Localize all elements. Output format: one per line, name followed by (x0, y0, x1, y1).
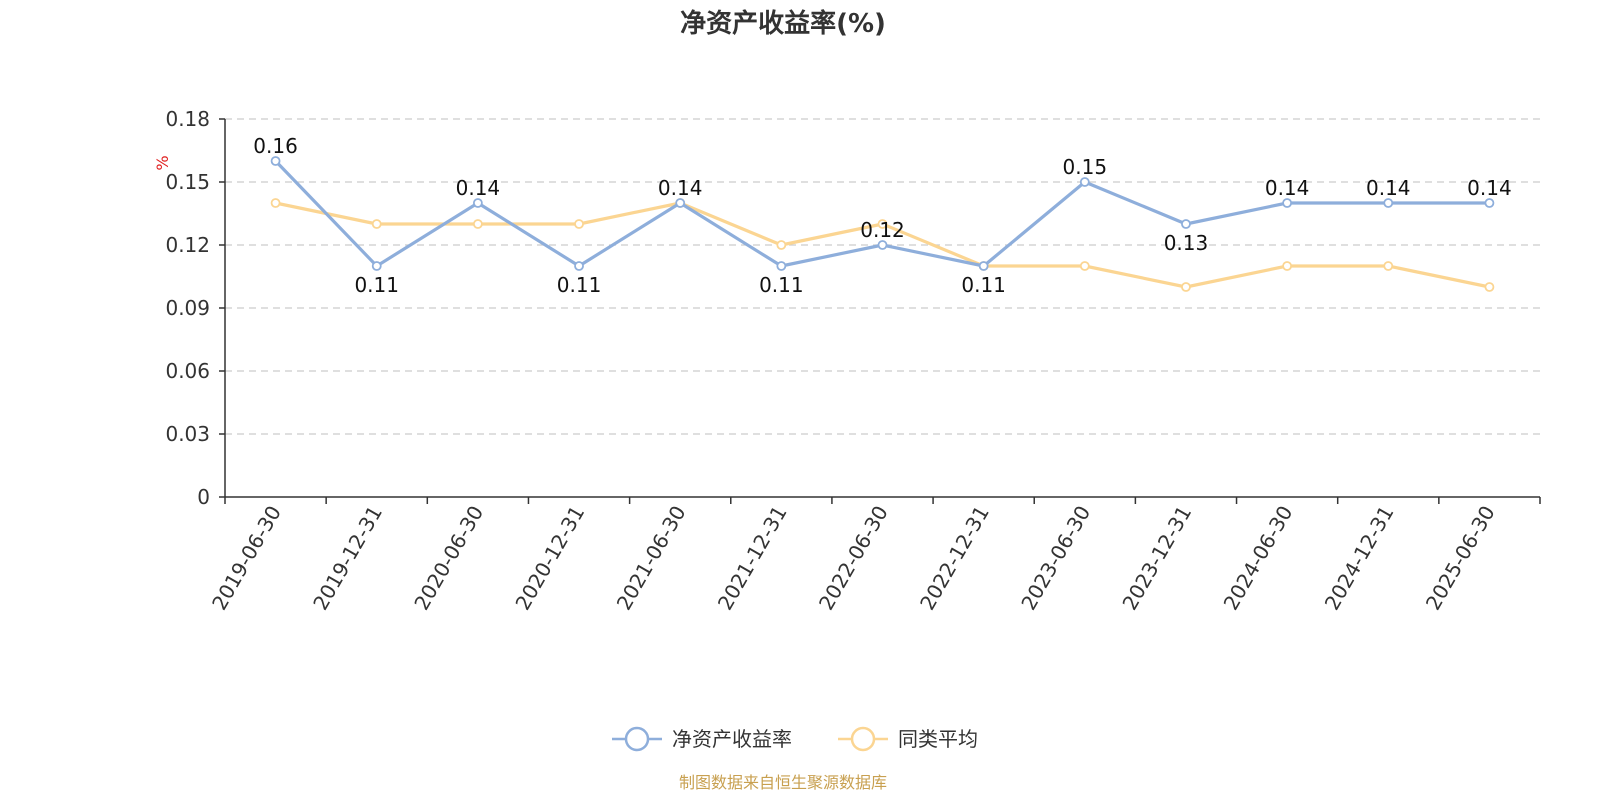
data-point[interactable] (574, 261, 584, 271)
data-point[interactable] (776, 261, 787, 271)
data-label: 0.11 (557, 273, 602, 297)
y-tick-label: 0.03 (165, 422, 210, 446)
legend-circle-marker (624, 726, 650, 752)
data-point[interactable] (1181, 219, 1191, 229)
data-label: 0.11 (354, 273, 399, 297)
x-tick-label: 2019-12-31 (308, 502, 387, 615)
x-tick-label: 2020-06-30 (409, 502, 488, 615)
x-tick-label: 2021-06-30 (612, 502, 691, 615)
x-tick-label: 2022-06-30 (814, 502, 893, 615)
x-tick-label: 2020-12-31 (510, 502, 589, 615)
data-point[interactable] (675, 198, 686, 208)
x-tick-label: 2025-06-30 (1421, 502, 1500, 615)
legend-item[interactable]: 净资产收益率 (612, 726, 792, 752)
data-point[interactable] (877, 240, 888, 250)
data-point[interactable] (1282, 261, 1293, 271)
y-tick-label: 0.09 (165, 296, 210, 320)
x-tick-label: 2023-12-31 (1117, 502, 1196, 615)
data-label: 0.15 (1063, 155, 1108, 179)
series-lines (270, 156, 1495, 292)
data-label: 0.13 (1164, 231, 1209, 255)
chart-title: 净资产收益率(%) (680, 8, 886, 39)
data-point[interactable] (1484, 198, 1495, 208)
x-tick-label: 2021-12-31 (713, 502, 792, 615)
y-tick-label: 0 (197, 485, 210, 509)
y-tick-label: 0.15 (165, 170, 210, 194)
legend-item[interactable]: 同类平均 (838, 726, 978, 752)
data-point[interactable] (270, 156, 281, 166)
data-label: 0.14 (658, 176, 703, 200)
y-axis-unit-label: % (153, 155, 172, 170)
data-label: 0.14 (1467, 176, 1512, 200)
data-label: 0.11 (961, 273, 1006, 297)
y-tick-label: 0.06 (165, 359, 210, 383)
legend: 净资产收益率 同类平均 (612, 726, 978, 752)
legend-label: 净资产收益率 (672, 727, 792, 751)
data-point[interactable] (1282, 198, 1293, 208)
x-tick-label: 2024-06-30 (1219, 502, 1298, 615)
x-tick-label: 2022-12-31 (915, 502, 994, 615)
data-point[interactable] (472, 198, 483, 208)
data-label: 0.12 (860, 218, 905, 242)
x-tick-label: 2023-06-30 (1016, 502, 1095, 615)
data-label: 0.16 (253, 134, 298, 158)
data-label: 0.14 (1366, 176, 1411, 200)
data-point[interactable] (978, 261, 989, 271)
data-point[interactable] (877, 219, 888, 229)
data-label: 0.11 (759, 273, 804, 297)
x-tick-label: 2024-12-31 (1320, 502, 1399, 615)
data-point[interactable] (574, 219, 584, 229)
y-tick-label: 0.12 (165, 233, 210, 257)
data-point[interactable] (472, 219, 483, 229)
data-point[interactable] (371, 219, 382, 229)
axes: 0 0.03 0.06 0.09 0.12 0.15 0.18 2019-06-30 2019-… (165, 107, 1541, 615)
data-point[interactable] (270, 198, 281, 208)
x-tick-label: 2019-06-30 (207, 502, 286, 615)
data-point[interactable] (1484, 282, 1495, 292)
data-labels: 0.16 0.11 0.14 0.11 0.14 0.11 0.12 0.11 0.15 0.13… (253, 134, 1511, 297)
data-point[interactable] (1383, 261, 1394, 271)
legend-label: 同类平均 (898, 727, 978, 751)
data-label: 0.14 (1265, 176, 1310, 200)
data-point[interactable] (371, 261, 382, 271)
legend-circle-marker (850, 726, 876, 752)
y-tick-label: 0.18 (165, 107, 210, 131)
data-label: 0.14 (456, 176, 501, 200)
data-point[interactable] (1383, 198, 1394, 208)
data-point[interactable] (1181, 282, 1191, 292)
series-group (270, 156, 1495, 271)
data-point[interactable] (776, 240, 787, 250)
data-point[interactable] (1079, 261, 1090, 271)
data-point[interactable] (1079, 177, 1090, 187)
data-source-note: 制图数据来自恒生聚源数据库 (679, 773, 887, 792)
grid-lines (225, 118, 1540, 435)
